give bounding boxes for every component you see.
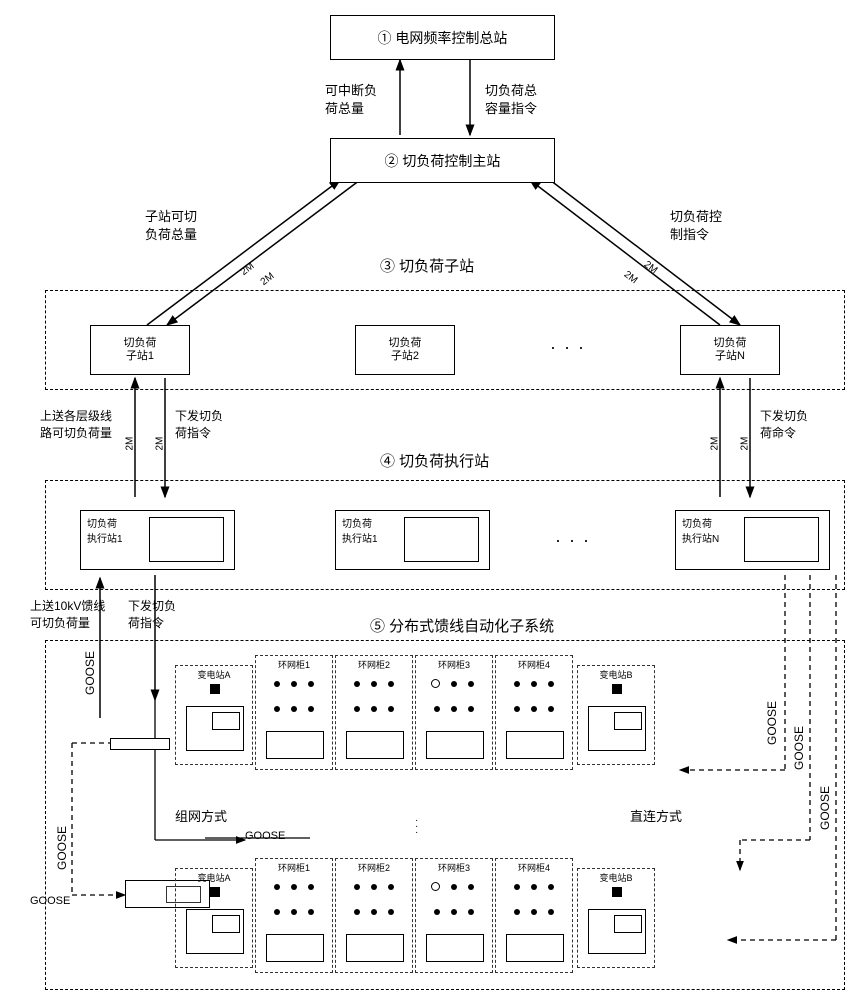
dots-l3: ··· [550,337,592,358]
goose-v3: GOOSE [765,701,779,745]
link-2m-1: 2M [239,261,257,278]
goose-v5: GOOSE [818,786,832,830]
label-issue-shed-cmd: 下发切负 荷指令 [175,408,223,442]
link-2m-5: 2M [125,437,136,451]
label-interruptible-load: 可中断负 荷总量 [325,82,377,118]
dots-l4: ··· [555,530,597,551]
vertical-dots: ··· [415,818,418,836]
level3-section-label: ③ 切负荷子站 [380,255,474,276]
label-shed-control-cmd: 切负荷控 制指令 [670,208,722,244]
substation-1: 切负荷 子站1 [90,325,190,375]
level1-label: ① 电网频率控制总站 [378,28,508,48]
label-total-capacity-cmd: 切负荷总 容量指令 [485,82,537,118]
goose-v4: GOOSE [792,726,806,770]
link-2m-2: 2M [259,271,277,288]
level5-section-label: ⑤ 分布式馈线自动化子系统 [370,615,554,636]
exec-station-1: 切负荷 执行站1 [80,510,235,570]
label-issue-shed-l5: 下发切负 荷指令 [128,598,176,632]
exec-station-n: 切负荷 执行站N [675,510,830,570]
link-2m-7: 2M [710,437,721,451]
label-upload-10kv: 上送10kV馈线 可切负荷量 [30,598,105,632]
level4-section-label: ④ 切负荷执行站 [380,450,489,471]
goose-v1: GOOSE [83,651,97,695]
label-upload-sheddable: 上送各层级线 路可切负荷量 [40,408,112,442]
level2-label: ② 切负荷控制主站 [385,151,501,171]
network-mode-label: 组网方式 [175,806,227,825]
feeder-row-2: 变电站A 环网柜1 环网柜2 环网柜3 环网柜4 变电站B [175,858,730,986]
link-2m-4: 2M [642,259,660,276]
exec-station-1b: 切负荷 执行站1 [335,510,490,570]
label-issue-shed-cmd2: 下发切负 荷命令 [760,408,808,442]
goose-h2: GOOSE [245,830,285,842]
label-substation-sheddable: 子站可切 负荷总量 [145,208,197,244]
grid-frequency-master-station: ① 电网频率控制总站 [330,15,555,60]
link-2m-3: 2M [622,269,640,286]
goose-v2: GOOSE [55,826,69,870]
substation-n: 切负荷 子站N [680,325,780,375]
feeder-row-1: 变电站A 环网柜1 环网柜2 环网柜3 环网柜4 变电站B [175,655,730,783]
link-2m-6: 2M [155,437,166,451]
direct-mode-label: 直连方式 [630,806,682,825]
link-2m-8: 2M [740,437,751,451]
switch-device-1 [110,738,170,750]
goose-h1: GOOSE [30,895,70,907]
substation-2: 切负荷 子站2 [355,325,455,375]
load-shedding-master-station: ② 切负荷控制主站 [330,138,555,183]
